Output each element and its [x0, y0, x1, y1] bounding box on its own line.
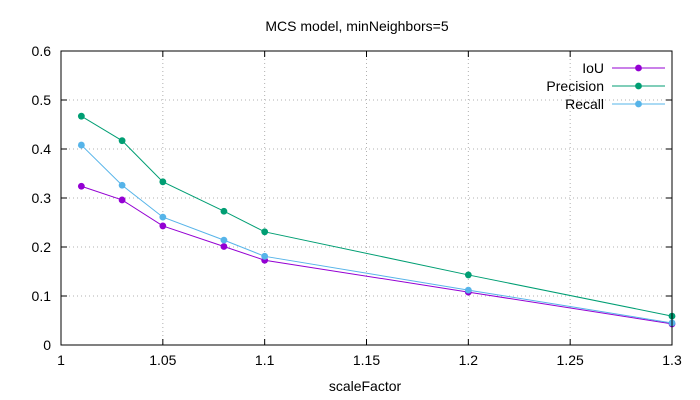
legend-label-recall: Recall — [565, 96, 604, 112]
x-tick-label: 1.15 — [353, 352, 380, 368]
y-tick-label: 0.3 — [32, 190, 52, 206]
legend-marker-precision — [635, 82, 642, 90]
iou-point — [118, 196, 126, 204]
recall-point — [77, 141, 85, 149]
x-tick-label: 1.25 — [557, 352, 584, 368]
precision-point — [159, 178, 167, 186]
x-tick-labels: 1 1.05 1.1 1.15 1.2 1.25 1.3 — [57, 352, 682, 368]
axis-ticks — [60, 50, 673, 346]
legend-marker-iou — [635, 64, 642, 72]
y-tick-label: 0.6 — [32, 43, 52, 59]
y-tick-label: 0.1 — [32, 288, 52, 304]
y-tick-label: 0.5 — [32, 92, 52, 108]
y-tick-label: 0 — [43, 337, 51, 353]
x-tick-label: 1.2 — [459, 352, 479, 368]
legend-label-iou: IoU — [582, 60, 604, 76]
recall-point — [464, 286, 472, 294]
x-tick-label: 1.3 — [662, 352, 682, 368]
precision-point — [220, 207, 228, 215]
legend-label-precision: Precision — [546, 78, 604, 94]
iou-point — [159, 222, 167, 230]
precision-point — [77, 112, 85, 120]
x-tick-label: 1.1 — [255, 352, 275, 368]
precision-point — [118, 137, 126, 145]
precision-point — [464, 271, 472, 279]
x-axis-label: scaleFactor — [329, 378, 402, 394]
y-tick-label: 0.2 — [32, 239, 52, 255]
recall-point — [261, 252, 269, 260]
iou-point — [77, 182, 85, 190]
precision-point — [261, 228, 269, 236]
x-tick-label: 1 — [57, 352, 65, 368]
chart-title: MCS model, minNeighbors=5 — [265, 18, 448, 34]
series-precision — [77, 112, 676, 320]
legend-marker-recall — [635, 100, 642, 108]
legend: IoU Precision Recall — [546, 60, 665, 112]
y-tick-label: 0.4 — [32, 141, 52, 157]
y-tick-labels: 0 0.1 0.2 0.3 0.4 0.5 0.6 — [32, 43, 52, 353]
recall-point — [159, 213, 167, 221]
series-layer — [77, 112, 676, 328]
recall-point — [118, 181, 126, 189]
x-tick-label: 1.05 — [149, 352, 176, 368]
recall-point — [220, 236, 228, 244]
precision-line — [81, 115, 673, 317]
iou-point — [220, 243, 228, 250]
